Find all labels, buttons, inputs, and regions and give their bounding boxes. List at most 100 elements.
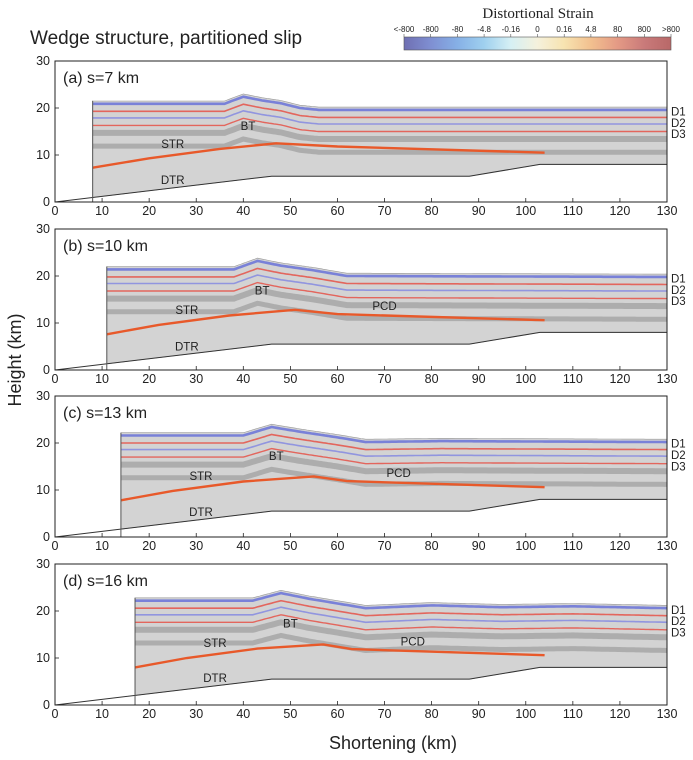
decollement-line [106, 308, 545, 336]
x-tick-label: 40 [236, 372, 250, 386]
layer-red-1 [120, 433, 667, 451]
y-axis-label: Height (km) [5, 313, 25, 406]
layer-grey-band-2 [120, 466, 667, 487]
annotation-dtr: DTR [203, 673, 227, 685]
x-tick-label: 80 [425, 372, 439, 386]
layer-label-d3: D3 [671, 461, 686, 473]
x-tick-label: 100 [515, 539, 536, 553]
layer-grey-band-1 [106, 286, 667, 310]
basement-line [55, 498, 667, 537]
y-tick-label: 10 [36, 316, 50, 330]
annotation-str: STR [161, 139, 184, 151]
annotation-str: STR [189, 471, 212, 483]
basement-line [55, 163, 667, 202]
basement-line [55, 666, 667, 705]
x-tick-label: 100 [515, 707, 536, 721]
annotation-bt: BT [255, 285, 270, 297]
panel-label: (a) s=7 km [63, 70, 139, 87]
x-tick-label: 130 [657, 539, 678, 553]
annotation-dtr: DTR [175, 342, 199, 354]
x-tick-label: 130 [657, 372, 678, 386]
x-tick-label: 10 [95, 372, 109, 386]
x-tick-label: 10 [95, 539, 109, 553]
panel-frame [54, 228, 668, 371]
x-tick-label: 80 [425, 204, 439, 218]
colorbar: <-800 -800 -80 -4.8 -0.16 0 0.16 4.8 80 800 >800 [394, 25, 681, 51]
layer-label-d1: D1 [671, 274, 686, 286]
layer-label-d2: D2 [671, 285, 686, 297]
layer-grey-band-1 [135, 619, 667, 641]
x-tick-label: 30 [189, 204, 203, 218]
x-tick-label: 120 [609, 707, 630, 721]
y-tick-label: 10 [36, 651, 50, 665]
x-tick-label: 50 [283, 539, 297, 553]
x-tick-label: 90 [472, 204, 486, 218]
layer-grey-band-2 [92, 136, 667, 155]
x-tick-label: 40 [236, 707, 250, 721]
plot-area [55, 589, 667, 705]
y-tick-label: 0 [43, 363, 50, 377]
layer-grey-band-2 [135, 632, 667, 654]
annotation-str: STR [204, 638, 227, 650]
x-tick-label: 30 [189, 539, 203, 553]
y-tick-label: 0 [43, 530, 50, 544]
annotation-bt: BT [241, 121, 256, 133]
annotation-pcd: PCD [372, 301, 396, 313]
layer-grey-band-2 [106, 300, 667, 322]
x-tick-label: 50 [283, 204, 297, 218]
y-tick-label: 30 [36, 389, 50, 403]
colorbar-tick-label: -0.16 [502, 25, 521, 34]
panel-label: (c) s=13 km [63, 405, 147, 422]
layer-label-d3: D3 [671, 296, 686, 308]
x-tick-label: 10 [95, 707, 109, 721]
colorbar-tick-label: 80 [613, 25, 622, 34]
layer-red-1 [92, 103, 667, 119]
colorbar-tick-label: <-800 [394, 25, 415, 34]
x-tick-label: 30 [189, 707, 203, 721]
plot-area [55, 423, 667, 537]
layer-top-blue [106, 259, 667, 279]
layer-red-2 [92, 117, 667, 133]
panel-4: 0 10 20 30 40 50 60 70 80 90 100 110 120 130 0 10 20 30 (d… [36, 557, 686, 721]
layer-label-d1: D1 [671, 439, 686, 451]
panel-frame [54, 395, 668, 538]
layer-red-1 [135, 599, 667, 617]
layer-label-d2: D2 [671, 118, 686, 130]
figure-title: Wedge structure, partitioned slip [30, 28, 302, 49]
y-tick-label: 20 [36, 604, 50, 618]
decollement-line [120, 475, 545, 502]
annotation-bt: BT [269, 451, 284, 463]
y-tick-label: 10 [36, 483, 50, 497]
decollement-line [92, 142, 545, 169]
x-tick-label: 110 [563, 204, 583, 218]
x-tick-label: 10 [95, 204, 109, 218]
colorbar-title: Distortional Strain [482, 6, 594, 22]
colorbar-tick-label: 4.8 [585, 25, 597, 34]
x-tick-label: 70 [378, 372, 392, 386]
layer-red-2 [106, 281, 667, 300]
x-tick-label: 20 [142, 204, 156, 218]
panel-2: 0 10 20 30 40 50 60 70 80 90 100 110 120 130 0 10 20 30 (b… [36, 222, 686, 386]
plot-area [55, 93, 667, 202]
x-tick-label: 110 [563, 539, 583, 553]
panel-frame [54, 563, 668, 706]
x-tick-label: 60 [331, 707, 345, 721]
x-tick-label: 90 [472, 539, 486, 553]
layer-blue-2 [106, 274, 667, 292]
x-tick-label: 90 [472, 707, 486, 721]
colorbar-tick-label: -800 [423, 25, 440, 34]
x-tick-label: 70 [378, 204, 392, 218]
panel-3: 0 10 20 30 40 50 60 70 80 90 100 110 120 130 0 10 20 30 (c… [36, 389, 686, 553]
layer-grey-band-1 [92, 122, 667, 142]
x-tick-label: 20 [142, 372, 156, 386]
layer-red-2 [120, 447, 667, 465]
x-tick-label: 120 [609, 204, 630, 218]
annotation-pcd: PCD [401, 636, 425, 648]
x-tick-label: 70 [378, 707, 392, 721]
x-tick-label: 120 [609, 539, 630, 553]
layer-blue-2 [120, 440, 667, 458]
x-tick-label: 20 [142, 539, 156, 553]
panel-frame [54, 60, 668, 203]
x-tick-label: 80 [425, 707, 439, 721]
